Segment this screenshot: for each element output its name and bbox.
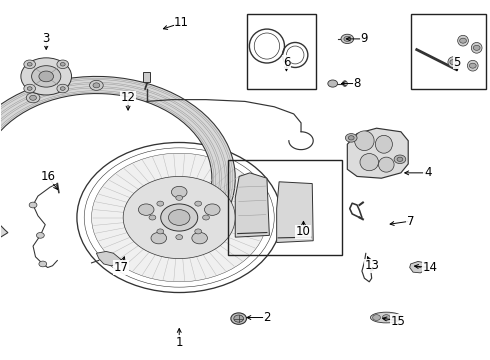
Circle shape	[161, 204, 198, 231]
Text: 10: 10	[296, 225, 311, 238]
Ellipse shape	[370, 312, 402, 323]
Circle shape	[24, 60, 35, 68]
Polygon shape	[410, 261, 428, 273]
Bar	[411, 14, 486, 89]
Polygon shape	[277, 182, 313, 243]
Circle shape	[176, 195, 183, 201]
Circle shape	[172, 186, 187, 198]
Circle shape	[31, 66, 61, 87]
Circle shape	[348, 136, 354, 140]
Circle shape	[27, 63, 32, 66]
Circle shape	[39, 71, 53, 82]
Text: 7: 7	[407, 215, 415, 228]
Ellipse shape	[448, 57, 459, 67]
Text: 5: 5	[453, 55, 461, 69]
Text: 14: 14	[423, 261, 438, 274]
Circle shape	[469, 63, 476, 68]
Circle shape	[204, 204, 220, 215]
Text: 8: 8	[353, 77, 361, 90]
Circle shape	[21, 58, 72, 95]
Ellipse shape	[378, 157, 394, 172]
Circle shape	[176, 235, 183, 240]
Ellipse shape	[343, 81, 347, 86]
Circle shape	[60, 63, 65, 66]
Circle shape	[382, 315, 390, 320]
Bar	[247, 14, 316, 89]
Circle shape	[328, 80, 338, 87]
Circle shape	[344, 36, 351, 41]
Text: 17: 17	[113, 261, 128, 274]
Ellipse shape	[360, 154, 378, 171]
Text: 15: 15	[391, 315, 406, 328]
Circle shape	[30, 95, 36, 100]
Circle shape	[92, 153, 267, 282]
Polygon shape	[97, 251, 121, 266]
Text: 11: 11	[174, 16, 189, 29]
Bar	[228, 160, 343, 255]
Circle shape	[195, 229, 201, 234]
Circle shape	[450, 60, 457, 64]
Circle shape	[202, 215, 209, 220]
Circle shape	[234, 315, 244, 322]
Circle shape	[138, 204, 154, 215]
Text: 16: 16	[40, 170, 55, 183]
Text: 4: 4	[424, 166, 432, 179]
Text: 1: 1	[175, 336, 183, 349]
Text: 3: 3	[43, 32, 50, 45]
Circle shape	[341, 34, 354, 44]
Ellipse shape	[458, 35, 468, 46]
Text: 6: 6	[283, 55, 290, 69]
Text: 12: 12	[121, 91, 136, 104]
Ellipse shape	[355, 131, 374, 150]
Polygon shape	[347, 128, 408, 178]
Circle shape	[57, 84, 69, 93]
Circle shape	[90, 80, 103, 90]
Circle shape	[26, 93, 40, 103]
Text: 13: 13	[364, 259, 379, 272]
Circle shape	[24, 84, 35, 93]
Circle shape	[57, 60, 69, 68]
Polygon shape	[235, 173, 270, 237]
Circle shape	[123, 176, 235, 258]
Circle shape	[169, 210, 190, 225]
Ellipse shape	[375, 135, 392, 153]
Circle shape	[27, 87, 32, 90]
Circle shape	[392, 315, 400, 320]
Circle shape	[195, 201, 201, 206]
Circle shape	[373, 315, 380, 320]
Circle shape	[157, 201, 164, 206]
Circle shape	[39, 261, 47, 267]
Circle shape	[192, 233, 207, 244]
Circle shape	[36, 233, 44, 238]
Circle shape	[345, 134, 357, 142]
Text: 9: 9	[361, 32, 368, 45]
Text: 2: 2	[263, 311, 270, 324]
Circle shape	[231, 313, 246, 324]
Circle shape	[60, 87, 65, 90]
Circle shape	[394, 155, 406, 163]
Ellipse shape	[467, 60, 478, 71]
Bar	[143, 72, 150, 82]
Circle shape	[397, 157, 403, 161]
Circle shape	[93, 83, 100, 88]
Circle shape	[29, 202, 37, 208]
Wedge shape	[0, 76, 235, 256]
Circle shape	[149, 215, 156, 220]
Circle shape	[460, 38, 466, 43]
Ellipse shape	[471, 42, 482, 53]
Circle shape	[473, 45, 480, 50]
Circle shape	[151, 233, 167, 244]
Circle shape	[157, 229, 164, 234]
